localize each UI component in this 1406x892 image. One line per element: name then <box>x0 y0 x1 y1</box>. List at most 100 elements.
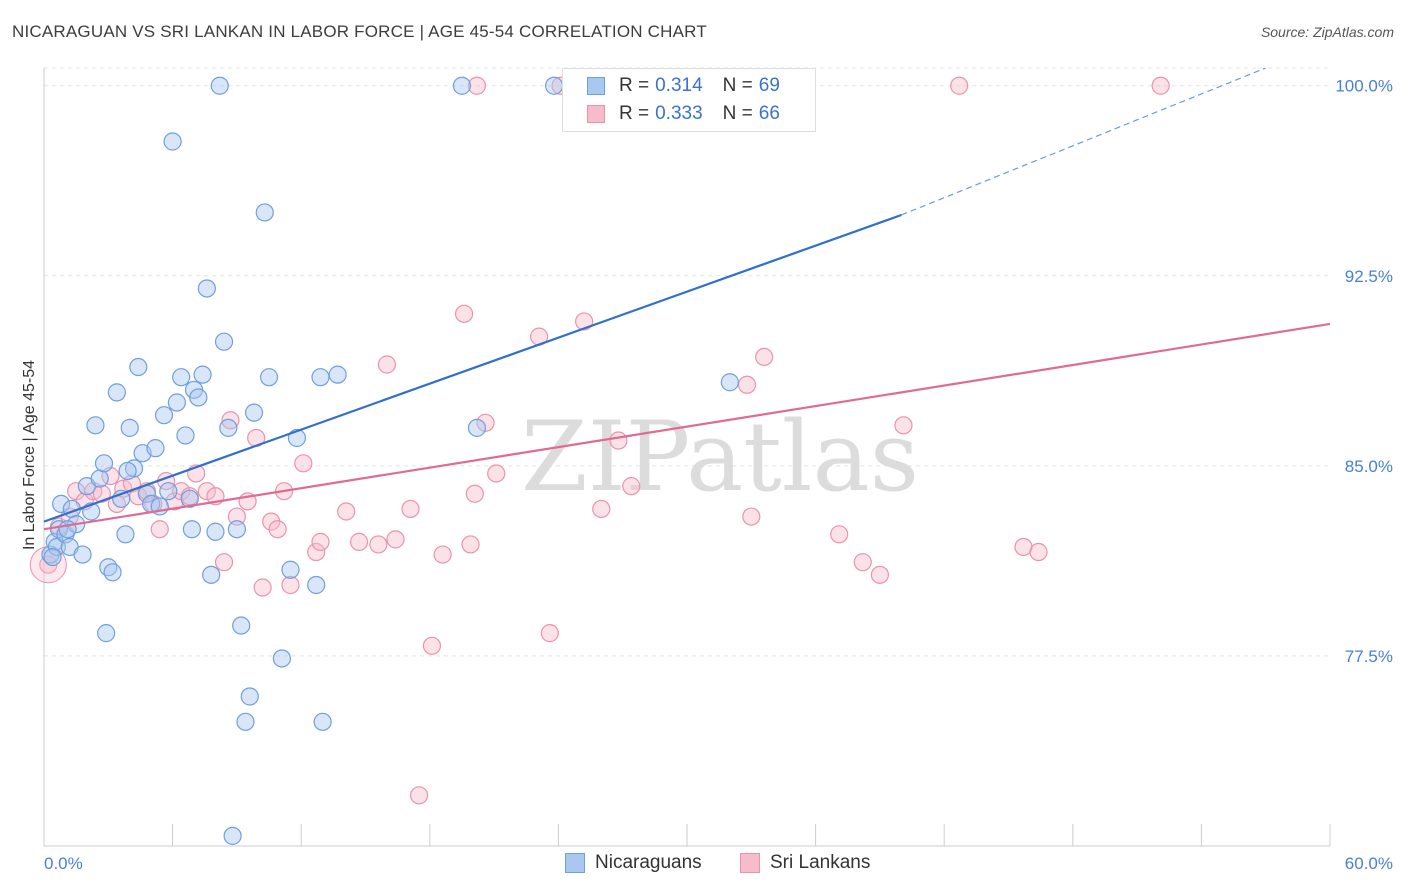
sri-lankan-point <box>950 76 969 95</box>
nicaraguan-point <box>214 332 234 351</box>
sri-lankan-point <box>830 525 849 544</box>
nicaraguan-point <box>328 365 347 384</box>
sri-lankan-point <box>454 304 474 323</box>
nicaraguan-point <box>73 545 92 564</box>
y-tick-label: 92.5% <box>1345 267 1393 286</box>
sri-lankan-point <box>467 76 487 95</box>
sri-lankan-point <box>422 636 442 655</box>
nicaraguan-point <box>255 203 274 222</box>
watermark: ZIPatlas <box>521 401 919 513</box>
nicaraguan-point <box>58 520 77 539</box>
nicaraguan-point <box>159 482 178 501</box>
nicaraguan-point <box>94 454 114 473</box>
axes-layer <box>43 68 1331 847</box>
nicaraguan-point <box>116 525 135 544</box>
nicaraguan-point <box>244 403 264 422</box>
sri-lankan-point <box>487 464 506 483</box>
sri-lankan-point <box>214 553 234 572</box>
bottom-legend-swatch-blue <box>565 853 585 873</box>
grid-layer <box>44 67 1330 657</box>
nicaraguan-point <box>43 548 62 567</box>
sri-lankan-point <box>221 411 240 430</box>
nicaraguan-point <box>202 565 221 584</box>
nicaraguan-point <box>452 76 472 95</box>
sri-lankan-point <box>386 530 405 549</box>
sri-lankan-point <box>253 578 272 597</box>
nicaraguan-point <box>172 368 191 387</box>
sri-lankan-point <box>307 542 326 562</box>
legend-row-sri-lankans: R = 0.333 N = 66 <box>587 101 780 127</box>
sri-lankan-point <box>622 477 641 496</box>
sri-lankan-point <box>337 502 356 521</box>
nicaraguan-point <box>167 393 186 412</box>
bottom-legend-sri-lankans[interactable]: Sri Lankans <box>740 852 870 874</box>
sri-lankan-point <box>377 355 397 374</box>
legend: R = 0.314 N = 69 R = 0.333 N = 66 <box>562 68 816 132</box>
sri-lankan-point <box>294 454 313 473</box>
sri-lankan-point <box>575 312 594 331</box>
nicaraguan-point <box>52 494 71 513</box>
sri-lankan-point <box>461 535 480 554</box>
sri-lankan-point <box>737 375 757 394</box>
sri-lankan-point <box>311 532 330 551</box>
bottom-legend-label: Nicaraguans <box>595 852 702 873</box>
legend-n-value: 69 <box>758 75 780 96</box>
sri-lankan-point <box>262 512 281 531</box>
bottom-legend-nicaraguans[interactable]: Nicaraguans <box>565 852 702 874</box>
sri-lankan-point <box>742 507 761 526</box>
legend-n-label: N = <box>722 103 753 124</box>
legend-r-label: R = <box>619 103 650 124</box>
x-tick-label: 0.0% <box>44 854 83 873</box>
legend-swatch-blue <box>587 77 605 95</box>
bottom-legend: Nicaraguans Sri Lankans <box>0 852 1406 878</box>
sri-lankan-point <box>476 413 495 432</box>
nicaraguan-point <box>189 388 208 407</box>
nicaraguan-point <box>197 279 216 298</box>
nicaraguan-point <box>307 575 326 595</box>
nicaraguan-point <box>146 439 165 458</box>
y-tick-label: 100.0% <box>1335 77 1393 96</box>
nicaraguan-point <box>311 368 330 387</box>
sri-lankan-point <box>540 624 559 643</box>
nicaraguan-point <box>118 461 137 481</box>
nicaraguan-point <box>210 76 229 95</box>
sri-lankan-point <box>268 520 287 539</box>
sri-lankan-point <box>853 553 872 572</box>
sri-lankan-point <box>433 545 452 564</box>
nicaraguan-point <box>90 469 109 488</box>
x-tick-label: 60.0% <box>1345 854 1393 873</box>
nicaraguan-point <box>720 373 739 392</box>
bottom-legend-swatch-pink <box>740 853 760 873</box>
sri-lankan-point <box>870 565 890 584</box>
nicaraguan-point <box>182 520 201 539</box>
nicaraguan-point <box>97 624 116 643</box>
nicaraguan-point <box>163 132 182 151</box>
sri-lankan-point <box>592 499 611 519</box>
bottom-legend-label: Sri Lankans <box>770 852 871 873</box>
nicaraguan-point <box>180 489 199 508</box>
y-axis-label: In Labor Force | Age 45-54 <box>21 360 38 550</box>
nicaraguan-point <box>313 712 332 731</box>
legend-row-nicaraguans: R = 0.314 N = 69 <box>587 73 780 99</box>
nicaraguan-trend-line <box>43 213 902 523</box>
sri-lankan-point <box>349 532 369 551</box>
nicaraguan-point <box>281 560 300 579</box>
sri-lankan-point <box>1029 542 1048 562</box>
sri-lankan-point <box>92 484 111 503</box>
sri-lankan-point <box>409 786 429 805</box>
legend-r-value: 0.333 <box>655 103 703 124</box>
y-tick-label: 85.0% <box>1345 457 1393 476</box>
sri-lankan-point <box>609 431 628 450</box>
nicaraguan-point <box>227 520 246 539</box>
y-tick-label: 77.5% <box>1345 647 1393 666</box>
nicaraguan-point <box>545 76 564 95</box>
nicaraguan-point <box>107 383 126 402</box>
nicaraguan-point <box>232 616 251 635</box>
legend-swatch-pink <box>587 105 605 123</box>
nicaraguan-point <box>86 416 105 435</box>
nicaraguan-point <box>240 687 259 706</box>
nicaraguan-point <box>223 826 242 845</box>
nicaraguan-point <box>103 563 122 582</box>
nicaraguan-point <box>129 357 148 377</box>
